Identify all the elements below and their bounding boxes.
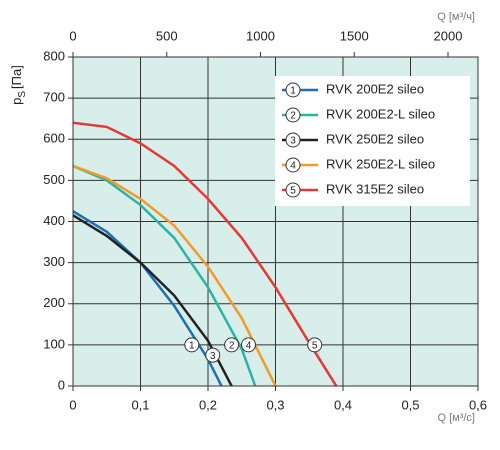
x2-tick-label: 2000 (434, 28, 463, 43)
curve-marker-label: 4 (290, 161, 296, 172)
y-tick-label: 400 (43, 213, 65, 228)
legend-label: RVK 200E2-L sileo (326, 106, 435, 121)
y-tick-label: 300 (43, 254, 65, 269)
curve-marker-label: 4 (246, 341, 252, 352)
curve-marker (241, 337, 256, 353)
y-label-subscript: S (17, 91, 28, 98)
x2-tick-label: 500 (156, 28, 178, 43)
x-tick-label: 0,1 (131, 397, 149, 412)
curve-marker (224, 337, 240, 353)
curve-marker (285, 82, 301, 98)
curve-marker (285, 132, 301, 148)
x-tick-label: 0,3 (266, 397, 284, 412)
y-label-symbol: p (9, 98, 24, 105)
x-tick-label: 0,2 (199, 397, 217, 412)
y-label: pS [Па] (9, 65, 27, 105)
curve-marker-label: 3 (210, 351, 216, 362)
y-tick-label: 200 (43, 295, 65, 310)
y-label-unit: [Па] (9, 65, 24, 89)
curve-marker-label: 1 (189, 341, 195, 352)
curve-marker-label: 1 (290, 86, 296, 97)
legend-label: RVK 200E2 sileo (326, 81, 424, 96)
curve-marker (285, 182, 301, 198)
curve-marker-label: 2 (290, 111, 296, 122)
x2-tick-label: 1500 (340, 28, 369, 43)
x-tick-label: 0,6 (469, 397, 487, 412)
x2-label: Q [м³/ч] (437, 11, 475, 23)
x-label: Q [м³/с] (437, 412, 475, 424)
x2-tick-label: 1000 (246, 28, 275, 43)
legend-label: RVK 250E2 sileo (326, 131, 424, 146)
y-tick-label: 500 (43, 172, 65, 187)
curve-marker-label: 2 (229, 341, 235, 352)
plot-frame (72, 56, 479, 387)
x-tick-label: 0 (69, 397, 76, 412)
curve-marker (285, 157, 301, 173)
curve-marker (307, 337, 323, 353)
x2-tick-label: 0 (69, 28, 76, 43)
legend-label: RVK 315E2 sileo (326, 181, 424, 196)
curve-marker (285, 107, 301, 123)
y-tick-label: 100 (43, 336, 65, 351)
curve-marker-label: 3 (290, 136, 296, 147)
curve (72, 164, 257, 387)
y-tick-label: 0 (58, 377, 65, 392)
y-tick-label: 800 (43, 48, 65, 63)
y-tick-label: 700 (43, 90, 65, 105)
legend: 1 RVK 200E2 sileo 2 RVK 200E2-L sileo 3 RVK 2… (275, 76, 470, 206)
curve-marker (205, 347, 221, 363)
legend-label: RVK 250E2-L sileo (326, 156, 435, 171)
y-tick-label: 600 (43, 131, 65, 146)
curve-marker-label: 5 (312, 341, 318, 352)
curve-marker-label: 5 (290, 186, 296, 197)
x-tick-label: 0,5 (401, 397, 419, 412)
curve (72, 164, 277, 387)
curve-marker (184, 337, 200, 353)
curve (72, 210, 223, 387)
x-tick-label: 0,4 (334, 397, 352, 412)
curve (72, 121, 338, 387)
